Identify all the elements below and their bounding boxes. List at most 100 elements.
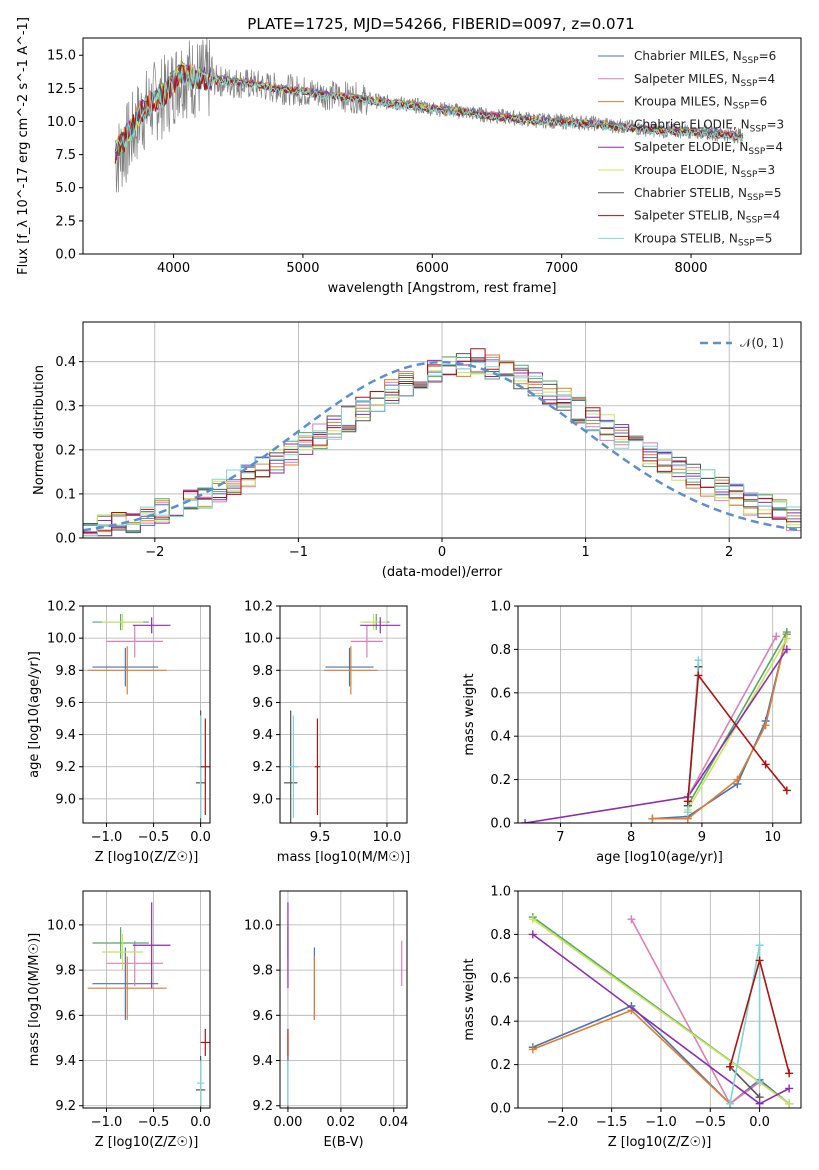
plot-area <box>83 348 801 537</box>
y-tick-label: 9.2 <box>55 760 76 775</box>
x-tick-label: −0.5 <box>694 1115 726 1130</box>
x-tick-label: 8000 <box>674 261 707 276</box>
panel-age-vs-mass: 9.5 10.0 9.0 9.2 9.4 9.6 9.8 10.0 10.2 mass [log1… <box>244 600 410 866</box>
weight-marker <box>785 1069 794 1078</box>
weight-marker <box>761 760 770 769</box>
x-axis-label: Z [log10(Z/Z☉)] <box>95 1135 199 1150</box>
x-tick-label: 2 <box>725 545 733 560</box>
x-tick-label: 6000 <box>416 261 449 276</box>
y-tick-label: 15.0 <box>47 49 76 64</box>
weight-marker <box>627 915 636 924</box>
y-tick-label: 0.6 <box>490 971 511 986</box>
weight-marker <box>683 797 692 806</box>
y-axis-label: age [log10(age/yr)] <box>27 651 42 778</box>
y-tick-label: 1.0 <box>490 600 511 615</box>
axes-frame <box>279 890 408 1109</box>
y-tick-label: 9.8 <box>55 664 76 679</box>
y-tick-label: 10.0 <box>244 632 273 647</box>
axes-frame <box>82 890 211 1109</box>
x-tick-label: 0.00 <box>273 1115 302 1130</box>
legend: Chabrier MILES, NSSP=6 Salpeter MILES, NS… <box>598 49 784 248</box>
panel-weight-vs-age: 7 8 9 10 0.0 0.2 0.4 0.6 0.8 1.0 age [log10(age/yr… <box>462 600 802 865</box>
y-tick-label: 10.2 <box>47 600 76 615</box>
y-tick-label: 0.1 <box>55 487 76 502</box>
weight-marker <box>726 1099 735 1108</box>
y-tick-label: 12.5 <box>47 82 76 97</box>
x-axis-label: E(B-V) <box>323 1135 363 1150</box>
weight-marker <box>726 1062 735 1071</box>
x-tick-label: 0.02 <box>326 1115 355 1130</box>
x-axis-label: Z [log10(Z/Z☉)] <box>608 1135 712 1150</box>
x-tick-label: 0.0 <box>190 830 211 845</box>
panel-spectrum: Chabrier MILES, NSSP=6 Salpeter MILES, NS… <box>16 17 802 296</box>
grid <box>518 605 801 824</box>
weight-marker <box>755 1077 764 1086</box>
y-tick-label: 0.0 <box>55 248 76 263</box>
x-tick-label: 0.04 <box>379 1115 408 1130</box>
y-tick-label: 9.2 <box>55 1099 76 1114</box>
x-tick-label: −1.0 <box>91 830 123 845</box>
panel-residuals: 𝒩(0, 1) −2 −1 0 1 2 0.0 0.1 0.2 0.3 0.4 (data-model… <box>32 321 802 580</box>
grid <box>518 890 801 1109</box>
x-tick-label: 0 <box>438 545 446 560</box>
panel-weight-vs-Z: −2.0 −1.5 −1.0 −0.5 0.0 0.0 0.2 0.4 0.6 0.8 1.0 Z [… <box>462 885 802 1150</box>
y-tick-label: 0.4 <box>490 730 511 745</box>
x-tick-label: −2 <box>145 545 164 560</box>
legend-label: Kroupa ELODIE, NSSP=3 <box>634 163 775 180</box>
panel-mass-vs-Z: −1.0 −0.5 0.0 9.2 9.4 9.6 9.8 10.0 Z [log10(Z/Z☉… <box>27 890 211 1150</box>
y-tick-label: 10.0 <box>47 115 76 130</box>
plot-area <box>521 628 791 823</box>
x-tick-label: −1.5 <box>596 1115 628 1130</box>
weight-marker <box>683 808 692 817</box>
normal-curve <box>83 360 801 532</box>
weight-marker <box>521 819 530 823</box>
weight-marker <box>782 634 791 643</box>
x-axis-label: mass [log10(M/M☉)] <box>277 850 410 865</box>
weight-marker <box>694 671 703 680</box>
legend-label: Kroupa STELIB, NSSP=5 <box>634 231 772 248</box>
x-tick-label: 4000 <box>157 261 190 276</box>
weight-marker <box>733 775 742 784</box>
legend-label: Chabrier MILES, NSSP=6 <box>634 49 776 66</box>
y-tick-label: 9.6 <box>252 696 273 711</box>
weight-marker <box>782 645 791 654</box>
y-tick-label: 0.3 <box>55 399 76 414</box>
x-axis-label: Z [log10(Z/Z☉)] <box>95 850 199 865</box>
weight-line <box>532 918 790 1105</box>
y-tick-label: 9.6 <box>252 1009 273 1024</box>
y-tick-label: 0.2 <box>490 773 511 788</box>
y-tick-label: 9.2 <box>252 760 273 775</box>
weight-marker <box>761 721 770 730</box>
y-tick-label: 9.6 <box>55 1009 76 1024</box>
x-tick-label: 9 <box>698 830 706 845</box>
x-tick-label: 10.0 <box>372 830 401 845</box>
weight-line <box>729 1066 761 1098</box>
y-tick-label: 10.2 <box>244 600 273 615</box>
y-axis-label: mass weight <box>462 673 477 755</box>
y-axis-label: mass weight <box>462 958 477 1040</box>
legend: 𝒩(0, 1) <box>700 336 784 350</box>
plot-area <box>87 902 210 1108</box>
axes-frame <box>517 605 802 824</box>
weight-marker <box>528 915 537 924</box>
y-tick-label: 0.0 <box>55 532 76 547</box>
plot-area <box>284 614 401 823</box>
axes-frame <box>279 605 408 824</box>
y-tick-label: 0.8 <box>490 928 511 943</box>
y-tick-label: 0.8 <box>490 643 511 658</box>
x-tick-label: 0.0 <box>190 1115 211 1130</box>
y-axis-label: Normed distribution <box>32 365 47 495</box>
weight-marker <box>755 941 764 950</box>
legend-label: Chabrier ELODIE, NSSP=3 <box>634 117 784 134</box>
weight-marker <box>648 814 657 823</box>
x-tick-label: 9.5 <box>310 830 331 845</box>
weight-marker <box>772 632 781 641</box>
x-tick-label: 5000 <box>286 261 319 276</box>
y-tick-label: 9.6 <box>55 696 76 711</box>
y-tick-label: 9.4 <box>252 1054 273 1069</box>
y-tick-label: 9.2 <box>252 1099 273 1114</box>
panel-mass-vs-ebv: 0.00 0.02 0.04 9.2 9.4 9.6 9.8 10.0 E(B-V) <box>244 890 408 1150</box>
axes-frame <box>517 890 802 1109</box>
y-tick-label: 5.0 <box>55 181 76 196</box>
